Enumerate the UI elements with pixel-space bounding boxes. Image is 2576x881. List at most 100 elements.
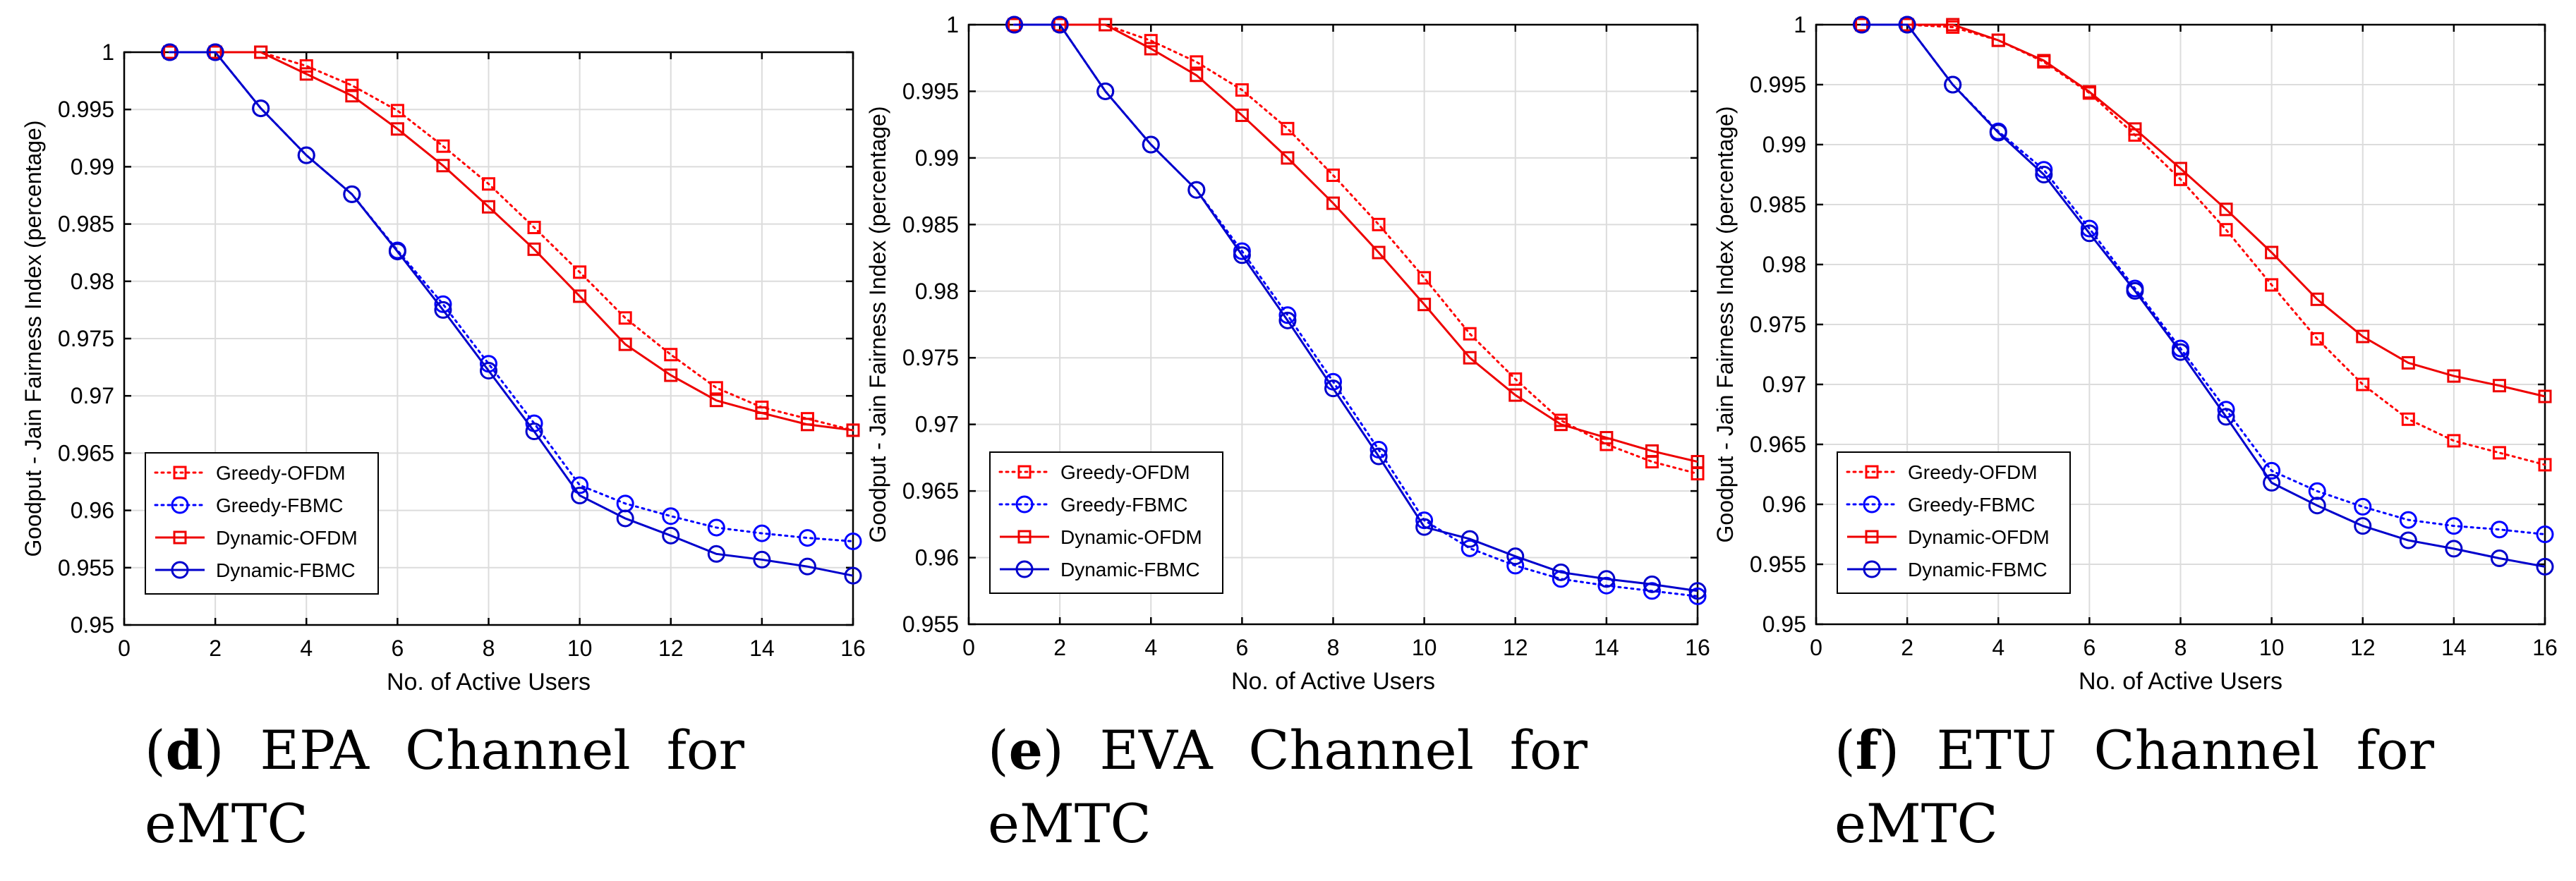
- series-line: [1861, 23, 2546, 398]
- legend-label: Greedy-FBMC: [216, 494, 343, 516]
- data-point-square: [2447, 369, 2461, 383]
- data-point-circle: [2399, 511, 2417, 529]
- data-point-circle: [2080, 219, 2098, 238]
- data-point-square: [254, 45, 268, 59]
- y-tick-label: 0.99: [71, 154, 114, 179]
- caption-text: EPA Channel for: [260, 719, 744, 782]
- data-point-circle: [753, 524, 771, 542]
- data-point-square: [1991, 33, 2005, 47]
- caption-line2: eMTC: [1834, 792, 1998, 855]
- data-point-circle: [2263, 473, 2281, 492]
- x-tick-label: 16: [1685, 635, 1710, 660]
- data-point-square: [1281, 121, 1295, 135]
- data-point-circle: [1278, 311, 1297, 329]
- y-tick-label: 0.955: [902, 612, 959, 637]
- data-point-square: [618, 337, 632, 351]
- series-line: [1014, 23, 1698, 463]
- legend-entry: Dynamic-OFDM: [1000, 526, 1202, 548]
- y-tick-label: 1: [1794, 12, 1806, 37]
- data-point-circle: [252, 99, 270, 118]
- caption-d: (d) EPA Channel for eMTC: [145, 714, 744, 861]
- x-axis-label: No. of Active Users: [2079, 668, 2282, 695]
- data-point-square: [1463, 351, 1477, 365]
- data-point-circle: [1233, 246, 1251, 265]
- caption-line2: eMTC: [145, 792, 308, 855]
- y-tick-label: 0.965: [58, 440, 114, 466]
- data-point-square: [1645, 444, 1659, 458]
- series-line: [1013, 23, 1699, 475]
- legend-label: Greedy-FBMC: [1908, 494, 2035, 516]
- series-line: [169, 51, 854, 432]
- data-point-circle: [1324, 379, 1342, 398]
- data-point-circle: [434, 300, 452, 319]
- x-tick-label: 14: [1594, 635, 1619, 660]
- data-point-square: [482, 200, 495, 214]
- data-point-circle: [707, 545, 725, 563]
- chart-e: 0 2 4 6 8 10 12 14 16 0.955 0.96 0.965 0.97 0.975 0.98…: [865, 12, 1710, 695]
- y-tick-label: 0.99: [1762, 132, 1806, 157]
- data-point-square: [2082, 85, 2096, 99]
- data-point-circle: [1944, 75, 1962, 94]
- data-point-square: [299, 67, 313, 81]
- caption-text: ETU Channel for: [1936, 719, 2434, 782]
- data-point-square: [2356, 329, 2370, 344]
- data-point-square: [2174, 162, 2187, 176]
- data-point-square: [709, 394, 723, 408]
- series-dynamic-ofdm: [1008, 18, 1705, 469]
- x-tick-label: 2: [1053, 635, 1066, 660]
- y-tick-label: 0.97: [1762, 372, 1806, 397]
- data-point-circle: [1506, 547, 1525, 566]
- data-point-square: [2492, 379, 2506, 393]
- series-dynamic-fbmc: [1005, 16, 1707, 600]
- legend-entry: Dynamic-OFDM: [1847, 526, 2050, 548]
- data-point-square: [1144, 42, 1158, 56]
- legend-marker: [1863, 560, 1881, 578]
- caption-line2: eMTC: [988, 792, 1151, 855]
- legend-label: Dynamic-OFDM: [216, 527, 358, 549]
- data-point-square: [2401, 356, 2415, 370]
- data-point-square: [2219, 202, 2233, 217]
- legend-marker: [173, 466, 187, 480]
- y-tick-label: 0.96: [1762, 492, 1806, 517]
- data-point-circle: [1597, 570, 1616, 588]
- y-tick-label: 0.955: [1750, 552, 1806, 577]
- series-line: [1014, 23, 1698, 593]
- data-point-square: [1144, 34, 1158, 48]
- legend-entry: Greedy-FBMC: [1846, 494, 2035, 516]
- data-point-circle: [798, 529, 816, 547]
- data-point-square: [2219, 223, 2233, 237]
- data-point-square: [1326, 196, 1340, 210]
- data-point-square: [1691, 455, 1705, 469]
- data-point-circle: [1688, 587, 1707, 605]
- data-point-square: [1190, 68, 1204, 83]
- data-point-circle: [2172, 343, 2189, 361]
- data-point-square: [2356, 377, 2370, 391]
- series-line: [1861, 23, 2546, 466]
- y-tick-label: 0.98: [71, 269, 114, 294]
- legend-marker: [1865, 530, 1879, 544]
- data-point-circle: [434, 295, 452, 313]
- data-point-circle: [2035, 161, 2053, 179]
- legend-label: Greedy-OFDM: [1908, 461, 2038, 483]
- y-tick-label: 0.95: [71, 612, 114, 638]
- legend-entry: Greedy-OFDM: [154, 462, 346, 484]
- data-point-square: [2538, 458, 2552, 472]
- caption-f: (f) ETU Channel for eMTC: [1834, 714, 2434, 861]
- data-point-circle: [1597, 576, 1616, 595]
- chart-f: 0 2 4 6 8 10 12 14 16 0.95 0.955 0.96 0.965 0.97 0.975…: [1712, 12, 2558, 695]
- data-point-circle: [2308, 497, 2326, 515]
- data-point-circle: [2490, 521, 2508, 539]
- data-point-square: [664, 348, 678, 362]
- data-point-circle: [1461, 539, 1479, 557]
- data-point-square: [664, 368, 678, 382]
- data-point-circle: [1051, 16, 1069, 34]
- legend-marker: [1865, 465, 1879, 479]
- legend-entry: Dynamic-FBMC: [155, 559, 356, 581]
- legend-label: Dynamic-FBMC: [216, 559, 356, 581]
- data-point-circle: [844, 532, 862, 550]
- data-point-square: [1946, 18, 1960, 32]
- data-point-circle: [1989, 123, 2007, 142]
- y-tick-label: 0.98: [1762, 252, 1806, 277]
